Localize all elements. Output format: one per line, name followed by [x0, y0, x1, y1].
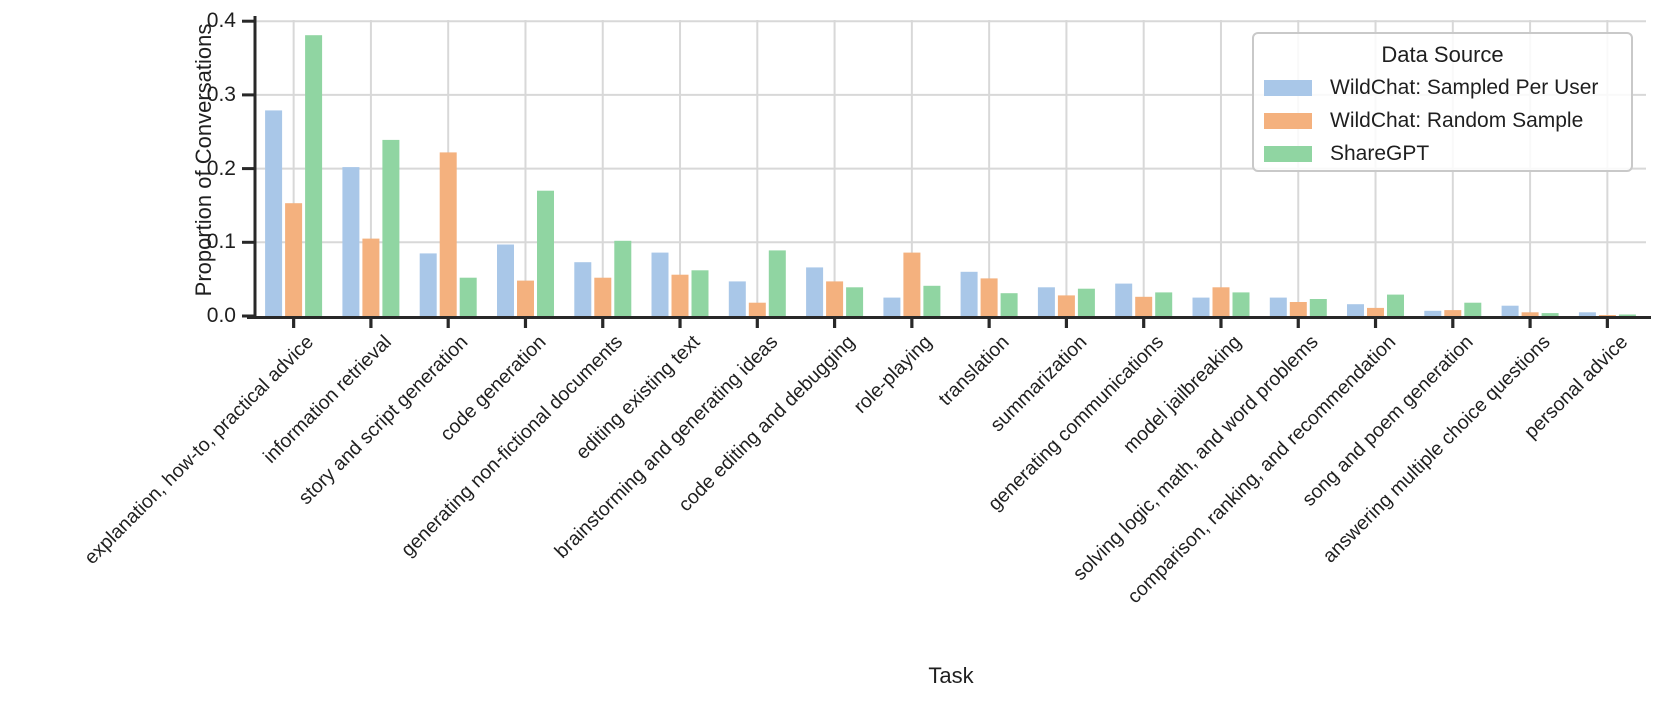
wildchat-per-user-bar-5	[651, 252, 669, 316]
wildchat-random-bar-8	[903, 252, 921, 316]
sharegpt-bar-13	[1309, 299, 1327, 316]
wildchat-per-user-bar-11	[1115, 283, 1133, 316]
wildchat-random-bar-2	[439, 152, 457, 316]
sharegpt-bar-1	[382, 139, 400, 316]
wildchat-per-user-bar-14	[1347, 304, 1364, 316]
wildchat-random-bar-0	[285, 203, 303, 316]
wildchat-per-user-bar-9	[960, 271, 978, 316]
wildchat-random-bar-14	[1367, 307, 1384, 316]
wildchat-per-user-bar-0	[265, 110, 283, 317]
wildchat-random-bar-4	[594, 277, 612, 316]
wildchat-random-bar-7	[826, 281, 844, 316]
wildchat-random-bar-16	[1521, 312, 1539, 316]
wildchat-per-user-bar-6	[728, 281, 746, 316]
sharegpt-bar-15	[1464, 302, 1482, 316]
sharegpt-bar-11	[1155, 292, 1173, 316]
wildchat-per-user-bar-2	[419, 253, 437, 316]
wildchat-random-bar-12	[1212, 287, 1230, 316]
y-tick-label: 0.3	[206, 82, 236, 106]
wildchat-random-bar-6	[748, 302, 766, 316]
legend: Data Source WildChat: Sampled Per User W…	[1252, 32, 1633, 172]
wildchat-random-bar-11	[1135, 296, 1153, 316]
sharegpt-bar-2	[459, 277, 477, 316]
legend-item: ShareGPT	[1254, 137, 1631, 170]
y-tick-label: 0.2	[206, 156, 236, 180]
wildchat-per-user-bar-1	[342, 167, 360, 316]
y-tick-label: 0.4	[206, 9, 236, 33]
sharegpt-bar-3	[537, 190, 554, 316]
wildchat-random-bar-17	[1598, 315, 1616, 316]
sharegpt-bar-4	[614, 240, 632, 316]
legend-swatch-orange-icon	[1264, 112, 1312, 129]
x-axis-title: Task	[928, 663, 974, 688]
sharegpt-bar-8	[923, 285, 941, 316]
sharegpt-bar-9	[1000, 293, 1018, 316]
wildchat-per-user-bar-4	[574, 262, 592, 316]
legend-item: WildChat: Sampled Per User	[1254, 71, 1631, 104]
wildchat-random-bar-13	[1289, 302, 1307, 316]
sharegpt-bar-10	[1077, 288, 1095, 316]
legend-swatch-blue-icon	[1264, 79, 1312, 96]
wildchat-random-bar-1	[362, 238, 380, 316]
wildchat-per-user-bar-17	[1578, 312, 1596, 316]
wildchat-random-bar-9	[980, 278, 998, 316]
wildchat-per-user-bar-7	[806, 267, 824, 316]
wildchat-per-user-bar-12	[1192, 297, 1210, 316]
wildchat-per-user-bar-13	[1269, 297, 1287, 316]
wildchat-per-user-bar-3	[497, 244, 514, 316]
legend-label: ShareGPT	[1330, 141, 1430, 165]
wildchat-random-bar-10	[1057, 295, 1075, 316]
legend-label: WildChat: Random Sample	[1330, 108, 1584, 132]
wildchat-random-bar-5	[671, 274, 689, 316]
wildchat-random-bar-15	[1444, 310, 1462, 316]
wildchat-per-user-bar-10	[1037, 287, 1055, 316]
sharegpt-bar-7	[846, 287, 864, 316]
sharegpt-bar-12	[1232, 292, 1250, 316]
legend-item: WildChat: Random Sample	[1254, 104, 1631, 137]
sharegpt-bar-6	[768, 250, 786, 316]
wildchat-random-bar-3	[517, 280, 534, 316]
sharegpt-bar-0	[305, 35, 323, 316]
sharegpt-bar-17	[1618, 314, 1636, 316]
wildchat-per-user-bar-8	[883, 297, 901, 316]
legend-title: Data Source	[1381, 42, 1504, 67]
wildchat-per-user-bar-16	[1501, 305, 1519, 316]
legend-label: WildChat: Sampled Per User	[1330, 75, 1599, 99]
wildchat-per-user-bar-15	[1424, 310, 1442, 316]
sharegpt-bar-16	[1541, 313, 1559, 316]
y-tick-label: 0.0	[206, 304, 236, 327]
y-tick-label: 0.1	[206, 230, 236, 254]
legend-swatch-green-icon	[1264, 145, 1312, 162]
sharegpt-bar-14	[1387, 294, 1404, 316]
sharegpt-bar-5	[691, 270, 709, 316]
